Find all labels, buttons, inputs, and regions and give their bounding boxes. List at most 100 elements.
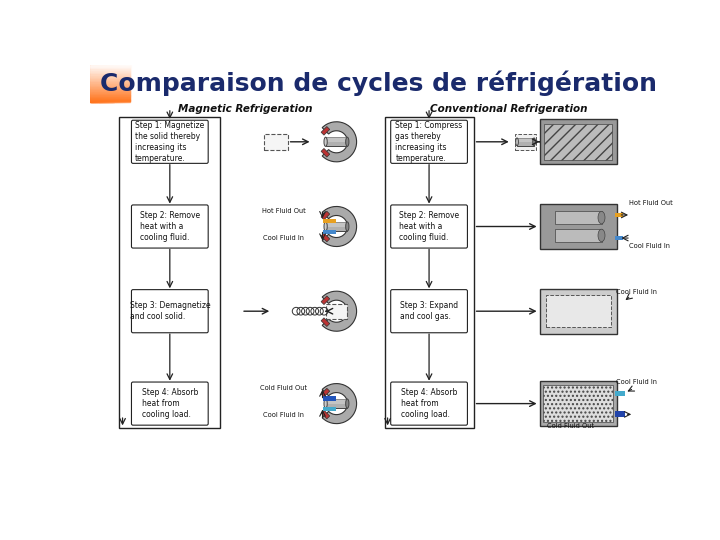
Bar xyxy=(90,74,130,75)
Bar xyxy=(110,65,112,102)
Bar xyxy=(384,117,474,428)
Wedge shape xyxy=(323,383,356,423)
Bar xyxy=(126,65,127,102)
Bar xyxy=(104,65,106,102)
Bar xyxy=(109,65,111,102)
Bar xyxy=(90,89,130,91)
Text: Step 4: Absorb
heat from
cooling load.: Step 4: Absorb heat from cooling load. xyxy=(142,388,198,419)
Bar xyxy=(90,80,130,82)
Bar xyxy=(90,98,130,100)
Bar xyxy=(325,303,347,319)
Bar xyxy=(124,65,125,102)
Bar xyxy=(325,137,347,146)
Ellipse shape xyxy=(324,399,327,408)
Bar xyxy=(325,399,347,403)
Bar xyxy=(115,65,117,102)
Text: Cool Fluid In: Cool Fluid In xyxy=(264,235,305,241)
Bar xyxy=(114,65,116,102)
Bar xyxy=(90,87,130,89)
FancyBboxPatch shape xyxy=(391,382,467,425)
Text: Comparaison de cycles de réfrigération: Comparaison de cycles de réfrigération xyxy=(100,71,657,96)
Bar xyxy=(90,70,130,71)
Text: Cool Fluid In: Cool Fluid In xyxy=(264,413,305,418)
Bar xyxy=(122,65,123,102)
Bar xyxy=(99,65,100,102)
Polygon shape xyxy=(321,296,330,305)
Bar xyxy=(90,93,130,95)
Bar xyxy=(90,92,130,93)
Bar xyxy=(90,84,130,86)
Bar xyxy=(90,95,130,96)
FancyBboxPatch shape xyxy=(132,120,208,164)
Bar xyxy=(325,399,347,408)
Bar xyxy=(90,98,130,99)
Bar xyxy=(115,65,117,102)
Bar xyxy=(120,65,122,102)
Bar xyxy=(90,73,130,75)
Bar xyxy=(117,65,118,102)
Ellipse shape xyxy=(516,138,518,146)
Bar xyxy=(112,65,113,102)
Text: Step 1: Magnetize
the solid thereby
increasing its
temperature.: Step 1: Magnetize the solid thereby incr… xyxy=(135,120,204,163)
Bar xyxy=(94,65,96,102)
Polygon shape xyxy=(321,410,330,419)
Bar xyxy=(90,83,130,85)
Bar xyxy=(325,222,347,226)
FancyBboxPatch shape xyxy=(391,120,467,164)
Bar xyxy=(325,222,347,231)
Bar xyxy=(90,69,130,70)
Bar xyxy=(121,65,122,102)
Bar xyxy=(90,93,130,94)
Bar xyxy=(90,65,130,66)
Text: Cold Fluid Out: Cold Fluid Out xyxy=(260,384,307,391)
Bar xyxy=(90,84,130,85)
Bar xyxy=(90,67,130,69)
Bar xyxy=(96,65,98,102)
Bar xyxy=(90,82,130,83)
Bar xyxy=(90,94,130,96)
Bar xyxy=(93,65,94,102)
Bar xyxy=(99,65,101,102)
Polygon shape xyxy=(321,233,330,242)
Bar xyxy=(123,65,125,102)
Bar xyxy=(539,381,617,426)
Bar xyxy=(125,65,127,102)
Bar xyxy=(90,82,130,83)
Bar xyxy=(90,83,130,84)
Bar xyxy=(90,75,130,76)
Bar xyxy=(125,65,127,102)
Bar xyxy=(90,97,130,99)
Bar xyxy=(90,71,130,73)
Bar xyxy=(90,72,130,73)
Text: Cool Fluid In: Cool Fluid In xyxy=(616,379,657,386)
Bar xyxy=(111,65,112,102)
Bar xyxy=(90,71,130,72)
FancyBboxPatch shape xyxy=(132,382,208,425)
Text: Cool Fluid In: Cool Fluid In xyxy=(616,289,657,295)
Bar xyxy=(105,65,107,102)
Bar xyxy=(116,65,117,102)
Bar xyxy=(90,79,130,80)
Bar xyxy=(90,91,130,92)
Bar xyxy=(539,119,617,164)
Wedge shape xyxy=(323,206,356,247)
Polygon shape xyxy=(321,388,330,397)
FancyBboxPatch shape xyxy=(132,205,208,248)
Bar xyxy=(90,100,130,101)
Text: Step 1: Compress
gas thereby
increasing its
temperature.: Step 1: Compress gas thereby increasing … xyxy=(395,120,463,163)
Bar xyxy=(90,88,130,90)
FancyBboxPatch shape xyxy=(132,289,208,333)
Bar xyxy=(90,96,130,97)
Bar xyxy=(90,80,130,82)
Ellipse shape xyxy=(533,138,536,146)
Bar xyxy=(103,65,104,102)
Bar xyxy=(120,117,220,428)
Bar xyxy=(102,65,103,102)
Bar xyxy=(90,65,114,102)
Bar xyxy=(95,65,96,102)
Text: Conventional Refrigeration: Conventional Refrigeration xyxy=(430,104,588,114)
Bar xyxy=(544,124,612,159)
Bar xyxy=(127,65,128,102)
Bar xyxy=(90,68,130,69)
Bar xyxy=(544,385,613,422)
